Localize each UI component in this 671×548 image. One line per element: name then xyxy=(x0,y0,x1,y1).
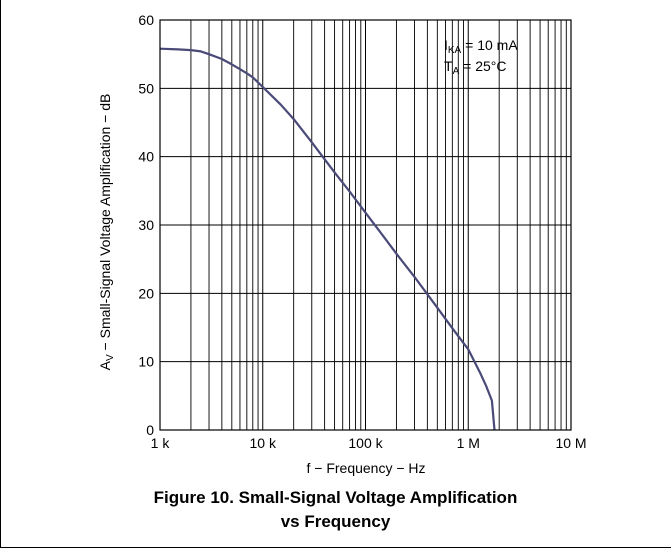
y-tick-label: 60 xyxy=(138,12,154,28)
x-axis-label: f − Frequency − Hz xyxy=(306,460,425,476)
x-tick-label: 10 k xyxy=(250,435,277,451)
y-tick-label: 0 xyxy=(146,422,154,438)
figure-caption-line-2: vs Frequency xyxy=(280,512,391,531)
x-tick-label: 100 k xyxy=(348,435,383,451)
tick-labels: 1 k 10 k 100 k 1 M 10 M 0 10 20 30 40 50 60 xyxy=(138,12,586,451)
y-tick-label: 40 xyxy=(138,149,154,165)
y-tick-label: 10 xyxy=(138,354,154,370)
y-tick-label: 20 xyxy=(138,285,154,301)
x-tick-label: 1 M xyxy=(457,435,480,451)
x-tick-label: 10 M xyxy=(555,435,586,451)
y-tick-label: 30 xyxy=(138,217,154,233)
data-series xyxy=(159,47,496,431)
plot-border xyxy=(159,19,572,431)
frequency-response-chart: 1 k 10 k 100 k 1 M 10 M 0 10 20 30 40 50 60 IKA = 1… xyxy=(97,12,587,476)
x-tick-label: 1 k xyxy=(151,435,171,451)
annotation-ta: TA = 25°C xyxy=(444,58,506,77)
grid xyxy=(159,19,571,431)
annotation-ika: IKA = 10 mA xyxy=(444,37,518,56)
amplification-curve xyxy=(159,47,496,431)
y-axis-label: AV − Small-Signal Voltage Amplification … xyxy=(97,94,116,371)
figure-caption-line-1: Figure 10. Small-Signal Voltage Amplific… xyxy=(153,488,518,507)
y-tick-label: 50 xyxy=(138,80,154,96)
